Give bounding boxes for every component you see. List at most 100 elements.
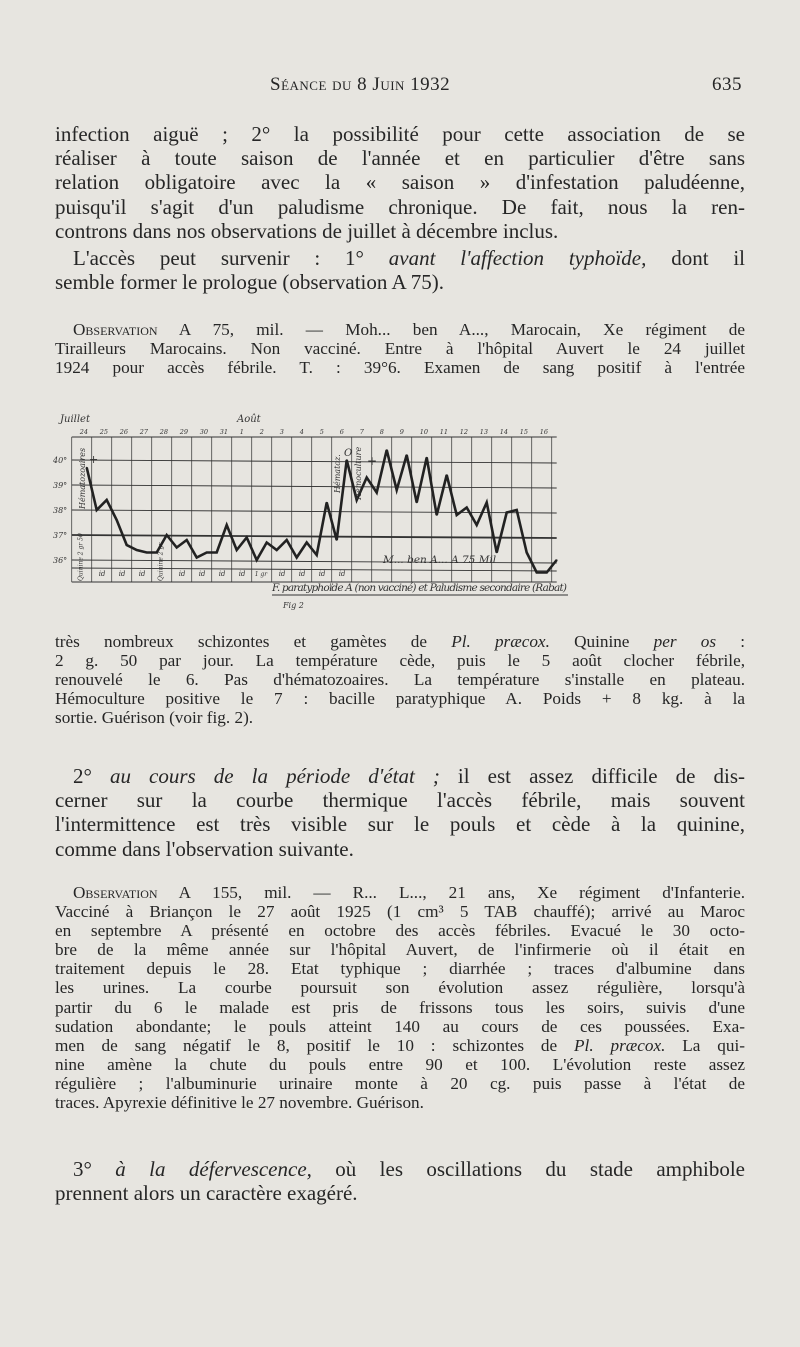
y-tick-label: 40° [52,456,67,465]
day-label: 28 [159,428,168,436]
day-label: 29 [179,428,188,436]
text-line: l'intermittence est très visible sur le … [55,812,745,837]
text-line: 1924 pour accès fébrile. T. : 39°6. Exam… [55,358,745,378]
observation-a155: Observation A 155, mil. — R... L..., 21 … [55,883,745,1112]
text-line: traces. Apyrexie définitive le 27 novemb… [55,1093,424,1113]
observation-a75-continued: très nombreux schizontes et gamètes de P… [55,632,745,727]
y-tick-label: 39° [53,481,67,490]
text-line: sudation abondante; le pouls atteint 140… [55,1016,745,1036]
y-tick-label: 36° [53,556,67,565]
temperature-chart-figure: 24 25 26 27 28 29 30 31 1 2 3 4 5 6 7 8 9 10 11 12 13 14 15 164… [52,414,568,610]
treatment-label: id [99,570,106,578]
text-line: comme dans l'observation suivante. [55,836,354,861]
figure-caption: Fig 2 [282,601,304,610]
y-tick-label: 37° [53,531,67,540]
text-run: 3° [73,1157,116,1181]
grid-horizontal-line [71,567,557,572]
text-line: régulière ; l'albuminurie urinaire monte… [55,1073,745,1093]
chart-labels: 24 25 26 27 28 29 30 31 1 2 3 4 5 6 7 8 9 10 11 12 13 14 15 164… [52,428,548,581]
treatment-label: id [319,570,326,578]
text-line: bre de la même année sur l'hôpital Auver… [55,940,745,960]
text-run: où les oscillations du stade amphibole [311,1157,745,1181]
treatment-label: id [299,570,306,578]
paragraph-defervescence: 3° à la défervescence, où les oscillatio… [55,1157,745,1205]
text-line: en septembre A présenté en octobre des a… [55,921,745,941]
text-line: traitement depuis le 28. Etat typhique ;… [55,959,745,979]
day-label: 30 [200,428,208,436]
italic-run: Pl. præcox. [574,1035,666,1055]
text-line: controns dans nos observations de juille… [55,218,559,243]
text-run: L'accès peut survenir : 1° [73,246,389,270]
text-line: très nombreux schizontes et gamètes de P… [55,632,745,651]
text-line: partir du 6 le malade est pris de frisso… [55,997,745,1017]
text-line: prennent alors un caractère exagéré. [55,1181,358,1206]
text-line: puisqu'il s'agit d'un paludisme chroniqu… [55,194,745,219]
text-line: relation obligatoire avec la « saison » … [55,170,745,195]
annotation-hematozoaires: Hématozoaires [78,448,87,510]
grid-horizontal-line [71,459,557,464]
day-label: 15 [520,428,528,436]
text-run: A 155, mil. — R... L..., 21 ans, Xe régi… [157,883,745,902]
text-run: dont il [646,246,745,270]
italic-run: à la défervescence, [115,1157,312,1181]
day-label: 25 [99,428,108,436]
text-line: 3° à la défervescence, où les oscillatio… [55,1157,745,1181]
month-label-aout: Août [236,414,262,425]
treatment-label: id [199,570,206,578]
text-line: nine amène la chute du pouls entre 90 et… [55,1054,745,1074]
text-line: men de sang négatif le 8, positif le 10 … [55,1036,745,1055]
treatment-label: id [279,570,286,578]
grid-horizontal-line [71,484,557,489]
text-run: il est assez difficile de dis- [439,764,745,788]
text-line: Tirailleurs Marocains. Non vacciné. Entr… [55,339,745,359]
day-label: 7 [360,428,365,436]
text-line: 2° au cours de la période d'état ; il es… [55,764,745,788]
grid-horizontal-line [71,509,557,514]
grid-horizontal-line [71,534,557,539]
patient-label: M... ben A... A 75 Mil [382,554,496,566]
text-line: les urines. La courbe poursuit son évolu… [55,978,745,998]
treatment-label: Quinine 2 gr 50 [78,533,85,581]
y-tick-label: 38° [53,506,67,515]
text-line: L'accès peut survenir : 1° avant l'affec… [55,246,745,270]
day-label: 2 [259,428,264,436]
observation-label: Observation [73,883,158,902]
text-line: sortie. Guérison (voir fig. 2). [55,708,254,728]
day-label: 3 [280,428,284,436]
text-run: men de sang négatif le 8, positif le 10 … [55,1035,575,1055]
annotation-hemoculture: Hémoculture [354,447,363,501]
chart-title: F. paratyphoïde A (non vacciné) et Palud… [271,582,567,594]
text-run: 2° [73,764,110,788]
paragraph-continuation: infection aiguë ; 2° la possibilité pour… [55,122,745,243]
chart-grid [71,436,558,583]
text-line: semble former le prologue (observation A… [55,270,444,295]
italic-run: au cours de la période d'état ; [109,764,440,788]
grid-horizontal-line [71,559,557,564]
text-run: très nombreux schizontes et gamètes de [55,632,452,651]
text-line: infection aiguë ; 2° la possibilité pour… [55,122,745,146]
text-line: Vacciné à Briançon le 27 août 1925 (1 cm… [55,902,745,922]
treatment-label: Quinine 2 gr [158,542,165,581]
day-label: 31 [220,428,228,436]
day-label: 24 [79,428,88,436]
treatment-label: id [119,570,126,578]
day-label: 12 [460,428,468,436]
italic-run: Pl. præcox. [451,632,550,651]
running-header-title: Séance du 8 Juin 1932 [270,74,451,95]
day-label: 5 [320,428,324,436]
treatment-label: id [339,570,346,578]
day-label: 6 [340,428,344,436]
day-label: 4 [299,428,304,436]
temperature-curve [85,449,558,574]
annotation-plus: + [89,453,98,466]
day-label: 26 [119,428,128,436]
day-label: 14 [500,428,508,436]
observation-a75: Observation A 75, mil. — Moh... ben A...… [55,320,745,377]
text-line: Observation A 155, mil. — R... L..., 21 … [55,883,745,902]
text-line: cerner sur la courbe thermique l'accès f… [55,788,745,813]
text-line: 2 g. 50 par jour. La température cède, p… [55,651,745,671]
day-label: 27 [139,428,149,436]
annotation-hemoculture-plus: + [367,454,377,468]
annotation-zero: O [344,448,352,459]
treatment-label: 1 gr [255,571,269,578]
